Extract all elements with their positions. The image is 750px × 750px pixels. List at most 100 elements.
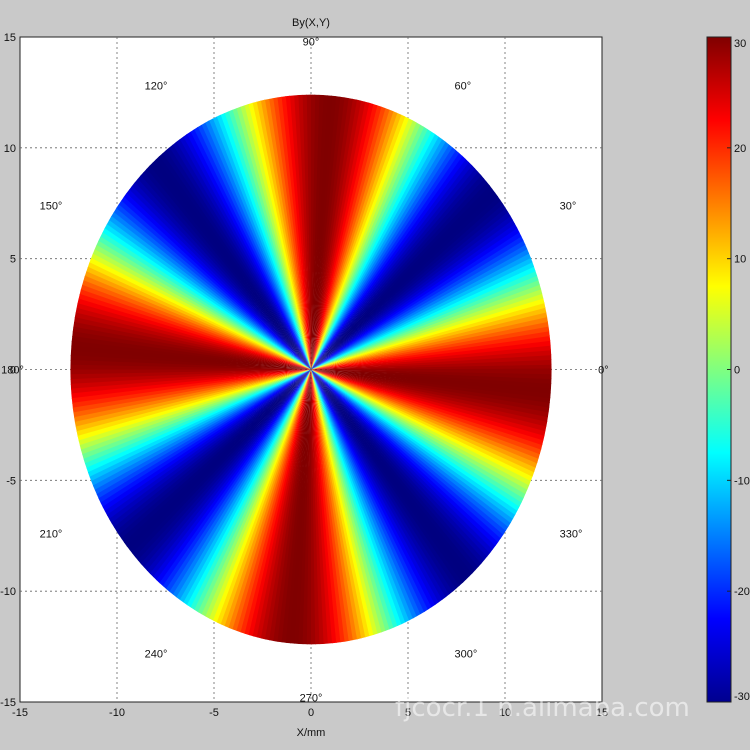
heat-wedge — [311, 369, 485, 571]
heat-wedge — [311, 369, 510, 538]
heat-wedge — [125, 182, 311, 370]
heat-wedge — [129, 369, 311, 561]
heat-wedge — [147, 369, 311, 581]
heat-wedge — [311, 197, 507, 370]
heat-wedge — [311, 369, 512, 534]
angle-labels: 0° 30° 60° 90° 120° 150° 180° 210° 240° 270° 300° 3… — [1, 36, 609, 704]
heat-wedge — [82, 265, 312, 370]
heat-wedge — [105, 213, 311, 370]
heat-wedge — [311, 185, 499, 370]
heat-wedge — [311, 120, 426, 370]
heatmap-annulus — [70, 94, 552, 645]
heat-wedge — [311, 369, 542, 470]
heat-wedge — [185, 369, 311, 612]
heat-wedge — [215, 369, 311, 629]
heat-wedge — [311, 95, 362, 370]
heat-wedge — [311, 369, 535, 488]
heat-wedge — [311, 369, 526, 509]
colorbar-tick-label: -10 — [734, 475, 750, 487]
heat-wedge — [191, 123, 311, 370]
heat-wedge — [311, 369, 497, 557]
heat-wedge — [311, 97, 371, 370]
y-tick-labels: 15 10 5 0 -5 -10 -15 — [0, 32, 16, 709]
angle-label: 270° — [300, 693, 323, 705]
y-tick-label: 0 — [10, 365, 16, 377]
heat-wedge — [70, 340, 311, 370]
heat-wedge — [73, 297, 312, 370]
heat-wedge — [150, 369, 311, 584]
colorbar-tick-label: 10 — [734, 254, 746, 266]
heat-wedge — [70, 325, 311, 370]
x-tick-label: -15 — [12, 707, 28, 719]
heat-wedge — [100, 221, 311, 370]
heat-wedge — [79, 274, 311, 370]
heat-wedge — [97, 369, 312, 510]
heat-wedge — [311, 193, 504, 370]
heat-wedge — [311, 369, 423, 621]
heat-wedge — [298, 369, 311, 645]
heat-wedge — [196, 369, 311, 619]
heat-wedge — [96, 230, 312, 370]
heat-wedge — [195, 121, 311, 370]
heat-wedge — [311, 369, 479, 577]
x-tick-label: -5 — [209, 707, 219, 719]
heat-wedge — [117, 194, 311, 370]
heat-wedge — [311, 96, 367, 370]
heat-wedge — [311, 369, 552, 414]
heat-wedge — [311, 112, 411, 370]
heat-wedge — [311, 135, 448, 370]
heat-wedge — [177, 133, 311, 370]
angle-label: 210° — [40, 529, 63, 541]
heat-wedge — [247, 369, 311, 641]
heat-wedge — [311, 369, 505, 545]
heat-wedge — [311, 132, 445, 370]
angle-label: 120° — [145, 80, 168, 92]
heat-wedge — [311, 229, 525, 370]
heat-wedge — [311, 161, 478, 370]
x-tick-labels: -15 -10 -5 0 5 10 15 — [12, 707, 608, 719]
heat-wedge — [70, 330, 311, 370]
heat-wedge — [223, 369, 311, 632]
heat-wedge — [310, 94, 316, 370]
heat-wedge — [311, 369, 528, 505]
heat-wedge — [311, 369, 482, 574]
colorbar-tick-label: -30 — [734, 691, 750, 703]
heat-wedge — [311, 105, 395, 370]
heat-wedge — [144, 369, 311, 578]
heat-wedge — [311, 369, 515, 530]
colorbar-tick-label: 0 — [734, 365, 740, 377]
heat-wedge — [92, 238, 311, 370]
heat-wedge — [188, 369, 311, 614]
heat-wedge — [311, 369, 507, 542]
heat-wedge — [239, 369, 311, 638]
colorbar-tick-label: -20 — [734, 586, 750, 598]
heat-wedge — [170, 369, 311, 602]
heat-wedge — [311, 143, 459, 370]
heat-wedge — [311, 175, 490, 370]
heat-wedge — [146, 159, 311, 370]
heat-wedge — [311, 369, 416, 625]
heat-wedge — [311, 149, 465, 370]
heat-wedge — [95, 369, 311, 506]
heat-wedge — [311, 369, 552, 428]
heat-wedge — [311, 108, 403, 370]
heat-wedge — [311, 114, 415, 370]
heat-wedge — [70, 321, 311, 370]
heat-wedge — [311, 369, 459, 596]
heat-wedge — [70, 316, 311, 370]
y-tick-label: -5 — [6, 475, 16, 487]
heat-wedge — [174, 369, 311, 604]
heat-wedge — [311, 101, 383, 370]
heat-wedge — [219, 369, 311, 631]
heat-wedge — [70, 364, 311, 371]
heat-wedge — [311, 369, 463, 593]
heat-wedge — [112, 201, 311, 370]
heat-wedge — [311, 369, 552, 380]
heat-wedge — [311, 369, 551, 433]
heat-wedge — [306, 369, 312, 645]
heat-wedge — [134, 172, 311, 370]
heat-wedge — [87, 369, 312, 489]
heat-wedge — [311, 369, 552, 385]
heat-wedge — [87, 251, 312, 370]
y-tick-label: 15 — [4, 32, 16, 44]
